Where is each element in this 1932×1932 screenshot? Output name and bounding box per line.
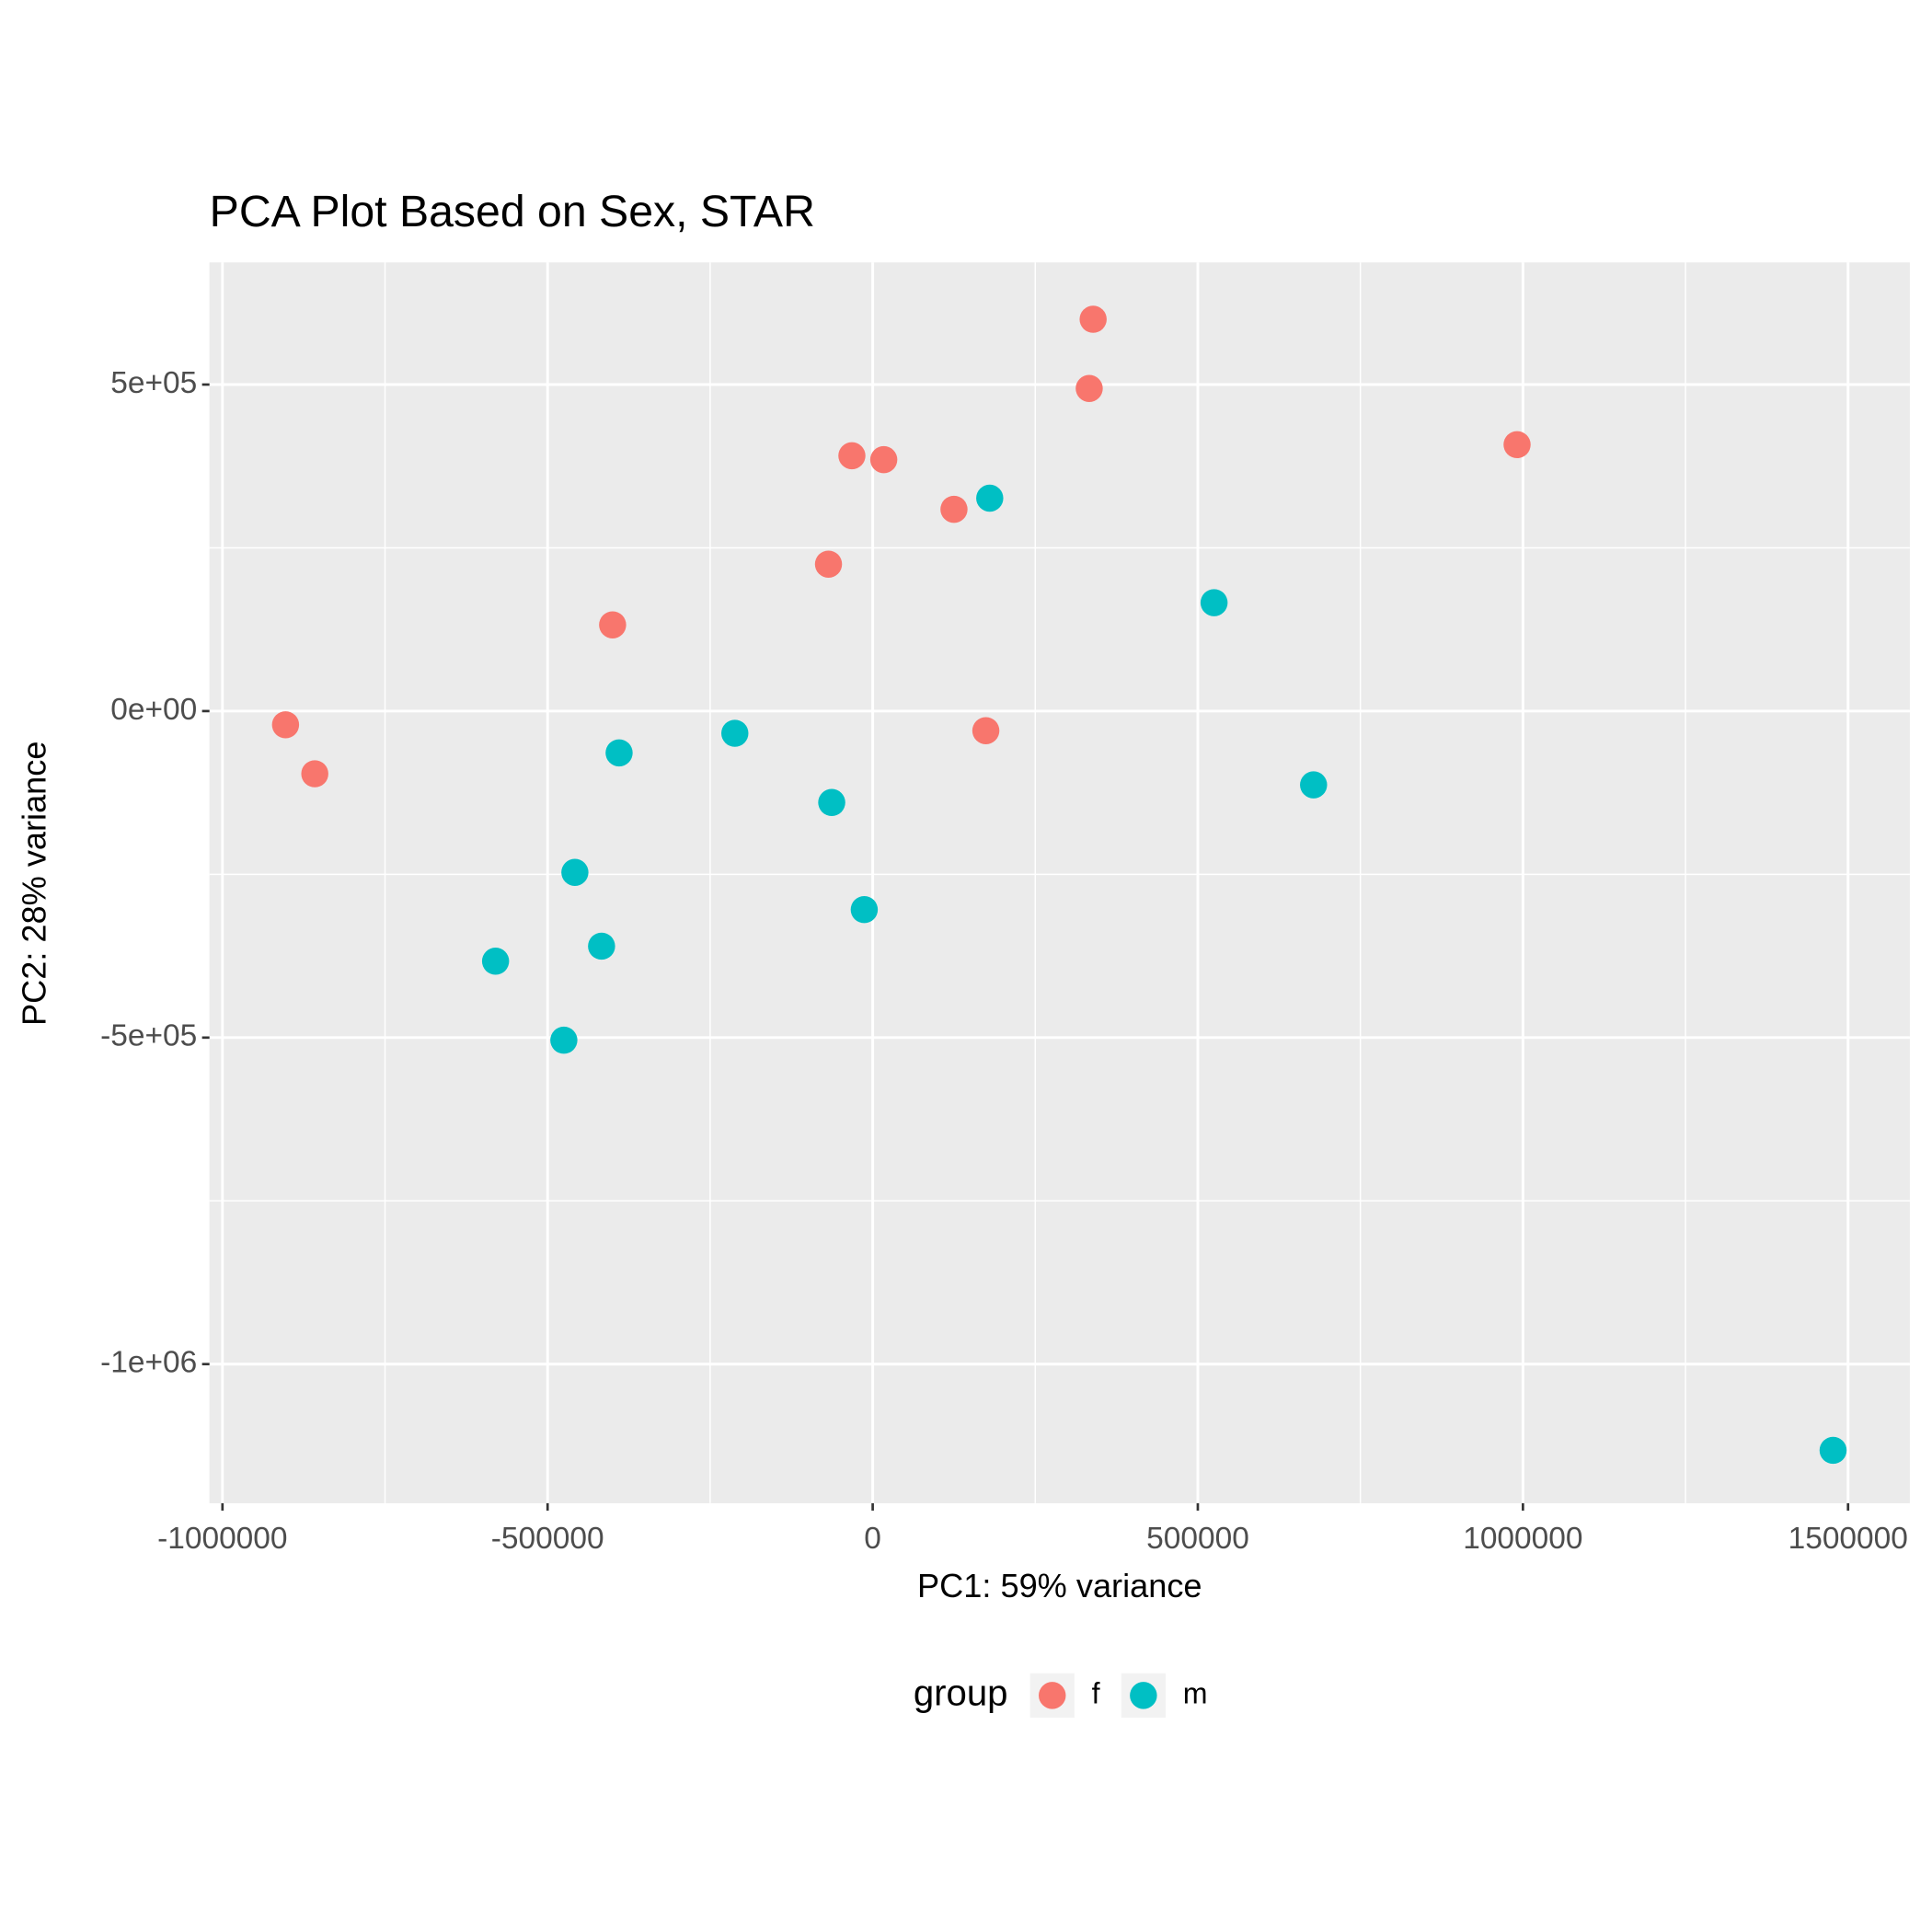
data-point	[972, 717, 1000, 744]
data-point	[588, 932, 615, 960]
x-tick-label: -500000	[491, 1522, 604, 1556]
y-tick-label: 5e+05	[110, 366, 197, 400]
data-point	[1075, 374, 1103, 402]
y-tick-label: 0e+00	[110, 693, 197, 727]
data-point	[1079, 305, 1107, 333]
y-tick-label: -1e+06	[100, 1346, 197, 1380]
x-tick-label: 1000000	[1463, 1522, 1582, 1556]
data-point	[940, 495, 968, 523]
x-tick-label: 0	[864, 1522, 881, 1556]
data-point	[1503, 431, 1531, 459]
data-point	[481, 948, 510, 975]
data-point	[605, 739, 633, 767]
data-point	[869, 445, 898, 474]
data-point	[301, 760, 328, 788]
legend-label: m	[1183, 1676, 1208, 1709]
data-point	[838, 442, 866, 470]
data-point	[271, 711, 300, 739]
data-point	[599, 611, 627, 638]
x-tick-label: -1000000	[157, 1522, 287, 1556]
plot-panel	[209, 262, 1910, 1503]
x-axis-title: PC1: 59% variance	[917, 1567, 1202, 1604]
legend-title: group	[914, 1672, 1008, 1713]
data-point	[850, 895, 879, 924]
data-point	[1200, 589, 1228, 616]
x-tick-label: 1500000	[1788, 1522, 1908, 1556]
data-point	[976, 484, 1004, 512]
data-point	[814, 550, 843, 578]
chart-title: PCA Plot Based on Sex, STAR	[210, 187, 815, 236]
legend-symbol	[1130, 1682, 1157, 1709]
y-tick-label: -5e+05	[100, 1019, 197, 1053]
data-point	[550, 1026, 578, 1054]
data-point	[1300, 771, 1328, 799]
legend-symbol	[1039, 1682, 1066, 1709]
data-point	[721, 719, 749, 747]
data-point	[561, 858, 589, 886]
data-point	[1819, 1436, 1847, 1465]
data-point	[818, 788, 845, 817]
y-axis-title: PC2: 28% variance	[16, 742, 53, 1027]
x-tick-label: 500000	[1146, 1522, 1249, 1556]
legend-label: f	[1092, 1676, 1100, 1709]
